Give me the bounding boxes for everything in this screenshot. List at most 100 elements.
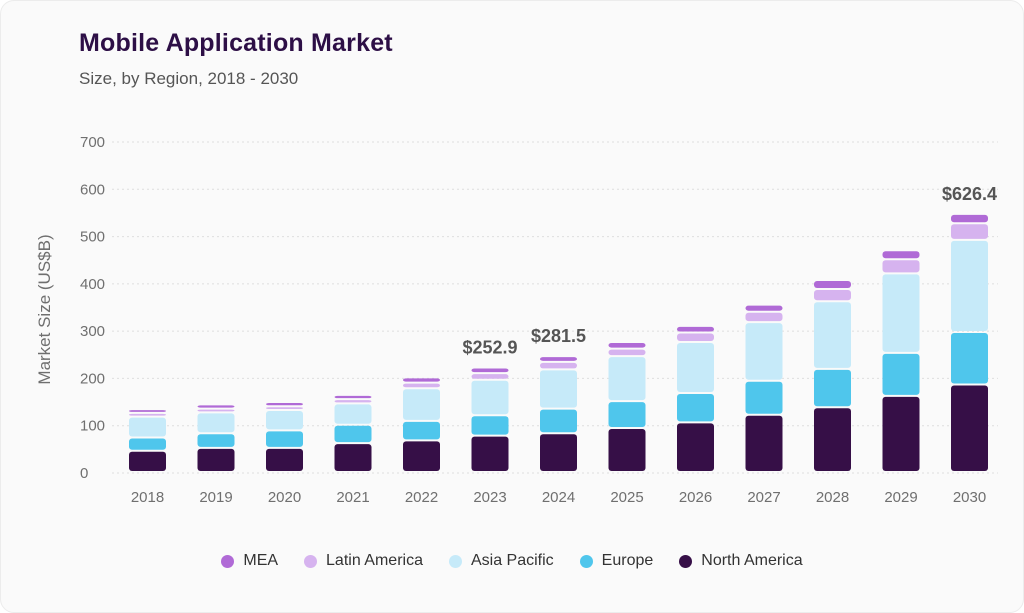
y-tick-label: 200 — [80, 370, 105, 387]
legend-label: Latin America — [326, 552, 423, 569]
bar-mea-2027 — [745, 305, 783, 311]
legend-swatch — [304, 554, 318, 568]
bar-asia-pacific-2024 — [540, 370, 577, 408]
bar-europe-2030 — [951, 333, 988, 384]
x-tick-label: 2019 — [199, 489, 232, 506]
legend-item: Europe — [579, 552, 654, 570]
legend-label: North America — [701, 552, 803, 569]
total-annotation: $281.5 — [531, 326, 586, 346]
bar-latin-america-2026 — [677, 333, 714, 341]
x-tick-label: 2021 — [336, 489, 369, 506]
bar-asia-pacific-2030 — [951, 240, 988, 332]
bar-mea-2021 — [334, 395, 372, 399]
bar-north-america-2029 — [882, 396, 920, 471]
y-tick-label: 600 — [80, 181, 105, 198]
x-tick-label: 2020 — [268, 489, 301, 506]
bar-europe-2020 — [266, 431, 303, 447]
x-tick-label: 2024 — [542, 489, 575, 506]
y-axis-label: Market Size (US$B) — [35, 234, 54, 384]
bar-north-america-2024 — [540, 434, 577, 471]
legend-item: MEA — [221, 552, 278, 570]
bar-latin-america-2025 — [608, 349, 646, 356]
legend: MEA Latin America Asia Pacific Europe North … — [0, 552, 1024, 570]
bar-north-america-2027 — [745, 415, 783, 471]
bar-latin-america-2019 — [197, 409, 235, 412]
bar-asia-pacific-2027 — [745, 323, 783, 380]
bar-north-america-2026 — [677, 423, 714, 471]
chart-subtitle: Size, by Region, 2018 - 2030 — [79, 69, 299, 88]
legend-item: Latin America — [304, 552, 423, 570]
bar-north-america-2030 — [951, 385, 988, 471]
bar-mea-2030 — [951, 214, 988, 223]
legend-label: MEA — [243, 552, 279, 569]
bar-asia-pacific-2023 — [471, 380, 509, 415]
legend-swatch — [221, 554, 235, 568]
bar-europe-2019 — [197, 434, 235, 447]
bar-north-america-2018 — [129, 451, 166, 471]
bar-north-america-2028 — [814, 408, 851, 471]
bar-latin-america-2018 — [129, 413, 166, 416]
bar-mea-2026 — [677, 326, 714, 332]
bar-mea-2023 — [471, 368, 509, 373]
bar-latin-america-2027 — [745, 312, 783, 322]
chart-title: Mobile Application Market — [79, 29, 393, 57]
y-tick-label: 400 — [80, 276, 105, 293]
bar-europe-2018 — [129, 438, 166, 450]
bar-asia-pacific-2029 — [882, 274, 920, 352]
legend-label: Europe — [601, 552, 654, 569]
bar-latin-america-2029 — [882, 260, 920, 273]
y-tick-label: 0 — [80, 465, 88, 482]
y-tick-label: 300 — [80, 323, 105, 340]
total-annotation: $626.4 — [942, 184, 997, 204]
bar-europe-2024 — [540, 409, 577, 433]
x-tick-label: 2029 — [884, 489, 917, 506]
bar-mea-2022 — [403, 378, 440, 382]
bar-asia-pacific-2021 — [334, 404, 372, 424]
bar-asia-pacific-2019 — [197, 413, 235, 433]
bar-north-america-2022 — [403, 441, 440, 471]
bar-asia-pacific-2018 — [129, 417, 166, 437]
bar-mea-2020 — [266, 403, 303, 406]
bar-europe-2026 — [677, 394, 714, 422]
bar-europe-2023 — [471, 416, 509, 435]
y-tick-label: 100 — [80, 418, 105, 435]
x-tick-label: 2027 — [747, 489, 780, 506]
bar-north-america-2021 — [334, 444, 372, 471]
bar-mea-2028 — [814, 281, 851, 289]
legend-item: Asia Pacific — [448, 552, 554, 570]
bar-mea-2025 — [608, 342, 646, 348]
total-annotation: $252.9 — [462, 337, 517, 357]
bar-europe-2022 — [403, 421, 440, 440]
x-tick-label: 2026 — [679, 489, 712, 506]
bar-mea-2029 — [882, 251, 920, 259]
bar-asia-pacific-2022 — [403, 389, 440, 420]
x-tick-label: 2025 — [610, 489, 643, 506]
y-tick-label: 700 — [80, 134, 105, 151]
bar-north-america-2023 — [471, 436, 509, 471]
x-tick-label: 2023 — [473, 489, 506, 506]
bar-latin-america-2030 — [951, 224, 988, 239]
bar-latin-america-2022 — [403, 383, 440, 388]
bar-latin-america-2020 — [266, 407, 303, 410]
bar-north-america-2020 — [266, 448, 303, 471]
legend-item: North America — [679, 552, 803, 570]
legend-label: Asia Pacific — [470, 552, 554, 569]
bar-latin-america-2021 — [334, 400, 372, 403]
legend-swatch — [448, 554, 462, 568]
bar-asia-pacific-2028 — [814, 302, 851, 368]
legend-swatch — [679, 554, 693, 568]
x-tick-label: 2030 — [953, 489, 986, 506]
bar-north-america-2025 — [608, 429, 646, 471]
legend-swatch — [579, 554, 593, 568]
x-tick-label: 2022 — [405, 489, 438, 506]
bar-asia-pacific-2026 — [677, 342, 714, 393]
bar-latin-america-2024 — [540, 362, 577, 369]
bar-asia-pacific-2020 — [266, 411, 303, 430]
x-tick-label: 2018 — [131, 489, 164, 506]
bar-north-america-2019 — [197, 448, 235, 471]
bar-mea-2018 — [129, 410, 166, 412]
bar-europe-2021 — [334, 425, 372, 443]
bar-mea-2019 — [197, 405, 235, 408]
